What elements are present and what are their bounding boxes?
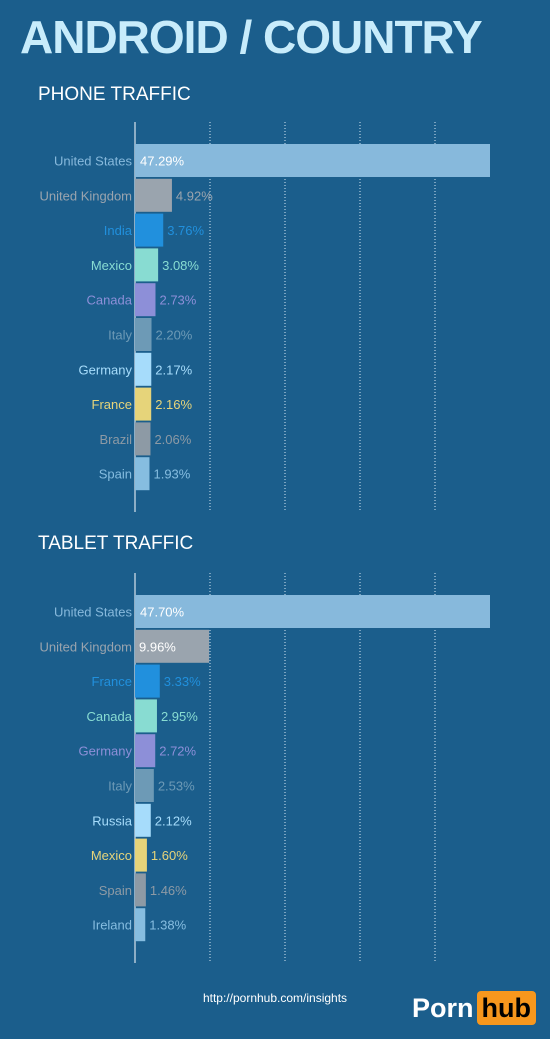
bar: [135, 178, 172, 212]
data-label: 2.16%: [155, 397, 192, 412]
tablet-traffic-chart: United States 47.70% United Kingdom 9.96% Fr…: [40, 573, 490, 963]
category-label: United Kingdom: [40, 639, 133, 654]
data-label: 47.29%: [140, 154, 185, 169]
bar: [135, 352, 152, 386]
category-label: Canada: [86, 293, 132, 308]
bar: [135, 213, 164, 247]
category-label: Germany: [79, 362, 133, 377]
data-label: 1.38%: [149, 918, 186, 933]
category-label: Italy: [108, 779, 132, 794]
data-label: 2.72%: [159, 744, 196, 759]
category-label: Mexico: [91, 848, 132, 863]
data-label: 2.12%: [155, 813, 192, 828]
logo-text-porn: Porn: [412, 992, 474, 1023]
data-label: 2.95%: [161, 709, 198, 724]
data-label: 2.06%: [154, 432, 191, 447]
category-label: Italy: [108, 328, 132, 343]
bar: [135, 734, 156, 768]
page-title: ANDROID / COUNTRY: [20, 11, 483, 63]
bar: [135, 699, 157, 733]
data-label: 4.92%: [176, 188, 213, 203]
logo-text-hub: hub: [476, 991, 536, 1025]
bar: [135, 144, 490, 177]
pornhub-logo[interactable]: Porn hub: [412, 991, 536, 1025]
bar: [135, 248, 159, 282]
bar: [135, 873, 146, 907]
data-label: 3.08%: [162, 258, 199, 273]
category-label: United Kingdom: [40, 188, 133, 203]
bar: [135, 283, 156, 317]
category-label: France: [92, 674, 132, 689]
category-label: France: [92, 397, 132, 412]
data-label: 9.96%: [139, 639, 176, 654]
bar: [135, 629, 210, 663]
data-label: 2.53%: [158, 779, 195, 794]
data-label: 2.17%: [155, 362, 192, 377]
bar: [135, 387, 152, 421]
data-label: 1.93%: [153, 467, 190, 482]
phone-traffic-title: PHONE TRAFFIC: [38, 84, 191, 105]
bar: [135, 595, 490, 628]
tablet-traffic-title: TABLET TRAFFIC: [38, 533, 194, 554]
category-label: Ireland: [92, 918, 132, 933]
category-label: Russia: [92, 813, 133, 828]
bar: [135, 664, 160, 698]
category-label: Mexico: [91, 258, 132, 273]
category-label: Germany: [79, 744, 133, 759]
bar: [135, 422, 151, 456]
phone-traffic-chart: United States 47.29% United Kingdom 4.92% In…: [40, 122, 490, 512]
category-label: Spain: [99, 467, 132, 482]
bar: [135, 769, 154, 802]
category-label: United States: [54, 605, 133, 620]
bar: [135, 803, 151, 837]
category-label: United States: [54, 154, 133, 169]
data-label: 2.20%: [156, 328, 193, 343]
category-label: Spain: [99, 883, 132, 898]
bar: [135, 908, 146, 942]
category-label: India: [104, 223, 133, 238]
data-label: 2.73%: [159, 293, 196, 308]
bar: [135, 457, 150, 491]
bar: [135, 838, 147, 872]
bar: [135, 318, 152, 351]
data-label: 3.33%: [164, 674, 201, 689]
category-label: Brazil: [99, 432, 132, 447]
category-label: Canada: [86, 709, 132, 724]
data-label: 1.60%: [151, 848, 188, 863]
data-label: 1.46%: [150, 883, 187, 898]
data-label: 47.70%: [140, 605, 185, 620]
data-label: 3.76%: [167, 223, 204, 238]
footer-url[interactable]: http://pornhub.com/insights: [202, 991, 348, 1005]
